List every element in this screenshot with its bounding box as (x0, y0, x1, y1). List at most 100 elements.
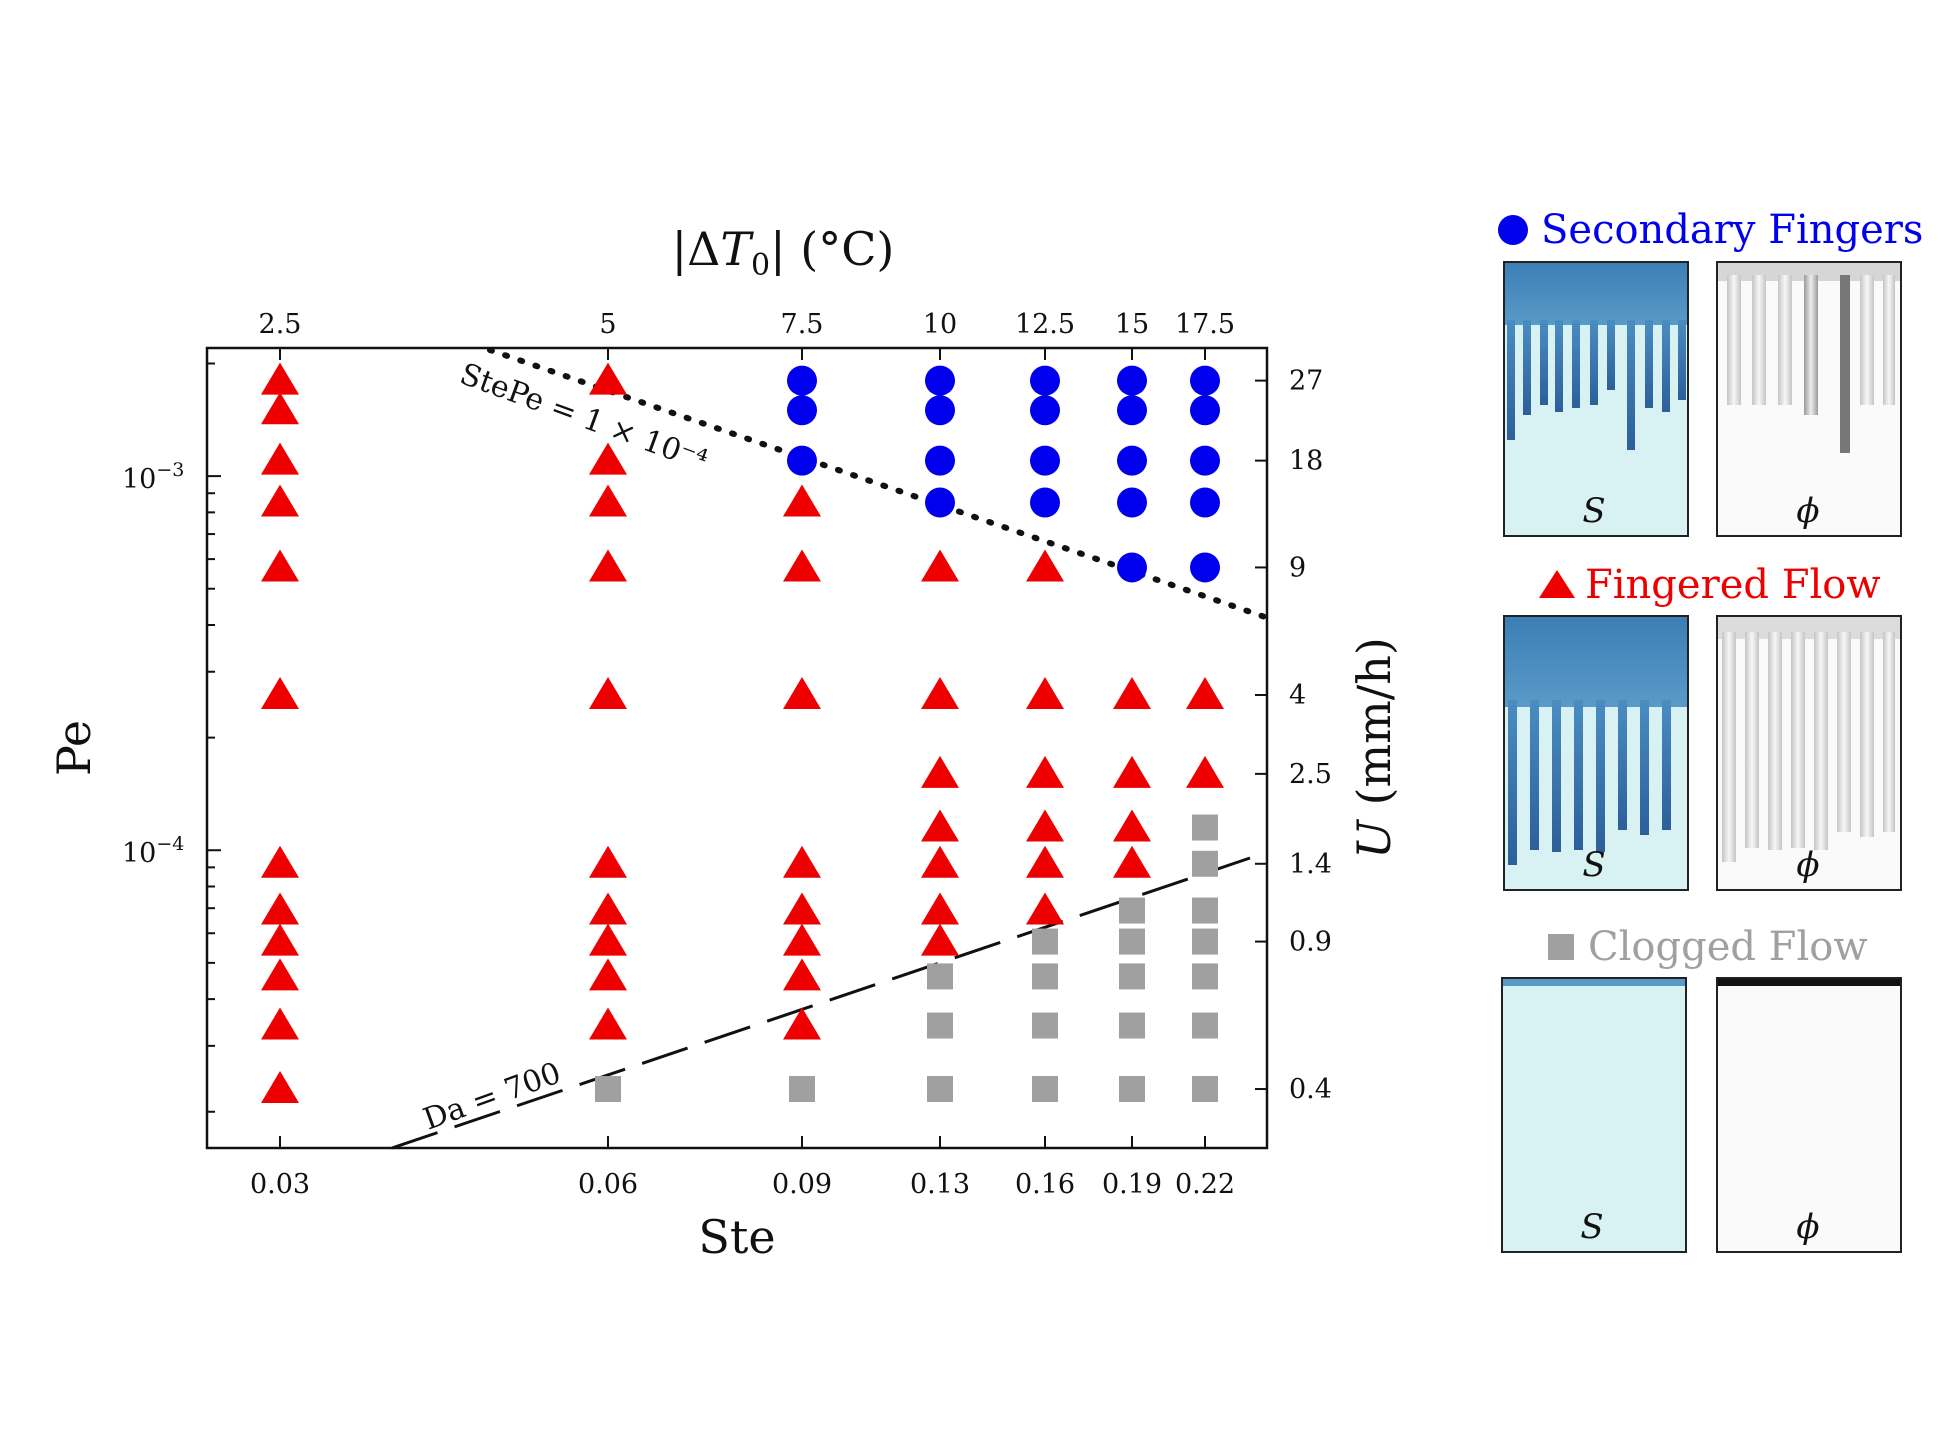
fingered-flow-point (1026, 809, 1064, 842)
data-markers (261, 362, 1224, 1104)
legend-fingered-flow: Fingered Flow (1585, 562, 1881, 608)
clogged-flow-point (1032, 1012, 1058, 1039)
fingered-flow-point (783, 923, 821, 956)
x-tick-label: 0.13 (910, 1169, 970, 1200)
clogged-flow-point (1119, 1076, 1145, 1103)
right-axis-title: U (mm/h) (1347, 637, 1401, 859)
secondary-fingers-point (925, 487, 955, 518)
secondary-fingers-point (787, 395, 817, 426)
clogged-flow-point (927, 1012, 953, 1039)
right-tick-label: 1.4 (1289, 849, 1332, 880)
panel-clogged-saturation: S (1501, 977, 1687, 1253)
secondary-fingers-point (1190, 445, 1220, 476)
fingered-flow-point (589, 892, 627, 925)
fingered-flow-point (261, 442, 299, 475)
fingered-flow-point (261, 958, 299, 991)
panel-label-s: S (1582, 845, 1605, 885)
top-tick-label: 17.5 (1175, 309, 1235, 340)
top-tick-label: 12.5 (1015, 309, 1075, 340)
fingered-flow-point (783, 958, 821, 991)
panel-label-s: S (1582, 491, 1605, 531)
fingered-flow-point (1113, 845, 1151, 878)
secondary-fingers-point (1190, 487, 1220, 518)
right-tick-label: 18 (1289, 446, 1323, 477)
clogged-flow-point (1119, 963, 1145, 990)
clogged-flow-point (1192, 928, 1218, 955)
clogged-flow-point (1032, 963, 1058, 990)
clogged-flow-point (1192, 850, 1218, 877)
fingered-flow-point (783, 845, 821, 878)
fingered-flow-point (921, 809, 959, 842)
top-tick-label: 10 (923, 309, 957, 340)
top-tick-label: 7.5 (781, 309, 824, 340)
fingered-flow-point (589, 549, 627, 582)
fingered-flow-point (261, 484, 299, 517)
clogged-flow-point (1032, 1076, 1058, 1103)
secondary-fingers-point (1030, 395, 1060, 426)
clogged-flow-point (1119, 1012, 1145, 1039)
axis-ticks (207, 348, 1267, 1148)
fingered-flow-point (1026, 549, 1064, 582)
secondary-fingers-point (1117, 487, 1147, 518)
clogged-flow-point (1192, 1012, 1218, 1039)
right-tick-label: 0.9 (1289, 927, 1332, 958)
fingered-flow-point (261, 392, 299, 425)
clogged-flow-point (595, 1076, 621, 1103)
top-tick-labels: 2.5 5 7.5 10 12.5 15 17.5 (259, 309, 1236, 340)
fingered-flow-point (1026, 755, 1064, 788)
clogged-flow-point (1192, 814, 1218, 841)
panel-label-phi: ϕ (1796, 491, 1819, 531)
secondary-fingers-point (925, 445, 955, 476)
fingered-flow-point (921, 923, 959, 956)
fingered-flow-point (261, 676, 299, 709)
x-tick-labels: 0.03 0.06 0.09 0.13 0.16 0.19 0.22 (250, 1169, 1235, 1200)
fingered-flow-point (1026, 892, 1064, 925)
right-tick-label: 2.5 (1289, 759, 1332, 790)
fingered-flow-point (261, 362, 299, 395)
legend-circle-icon (1498, 215, 1528, 245)
fingered-flow-point (589, 1007, 627, 1040)
x-tick-label: 0.09 (772, 1169, 832, 1200)
fingered-flow-point (1113, 809, 1151, 842)
stepe-line-label: StePe = 1 × 10⁻⁴ (455, 357, 712, 479)
fingered-flow-point (921, 755, 959, 788)
secondary-fingers-point (1190, 365, 1220, 396)
fingered-flow-point (261, 1007, 299, 1040)
panel-secondary-saturation: S (1503, 261, 1689, 537)
fingered-flow-point (261, 845, 299, 878)
secondary-fingers-point (925, 395, 955, 426)
legend-triangle-icon (1539, 570, 1575, 598)
da-reference-line (391, 856, 1251, 1150)
right-tick-label: 0.4 (1289, 1074, 1332, 1105)
fingered-flow-point (1026, 676, 1064, 709)
secondary-fingers-point (1117, 395, 1147, 426)
fingered-flow-point (921, 676, 959, 709)
secondary-fingers-point (1030, 365, 1060, 396)
fingered-flow-point (589, 484, 627, 517)
clogged-flow-point (927, 1076, 953, 1103)
fingered-flow-point (921, 892, 959, 925)
fingered-flow-point (589, 923, 627, 956)
secondary-fingers-point (1117, 552, 1147, 583)
legend-square-icon (1548, 934, 1574, 960)
x-tick-label: 0.03 (250, 1169, 310, 1200)
right-tick-labels: 27 18 9 4 2.5 1.4 0.9 0.4 (1289, 366, 1332, 1105)
x-tick-label: 0.06 (578, 1169, 638, 1200)
y-axis-title: Pe (47, 720, 101, 776)
fingered-flow-point (589, 676, 627, 709)
x-tick-label: 0.16 (1015, 1169, 1075, 1200)
fingered-flow-point (783, 1007, 821, 1040)
fingered-flow-point (1186, 755, 1224, 788)
secondary-fingers-point (787, 365, 817, 396)
fingered-flow-point (783, 484, 821, 517)
secondary-fingers-point (787, 445, 817, 476)
legend-secondary-fingers: Secondary Fingers (1541, 207, 1923, 253)
panel-fingered-saturation: S (1503, 615, 1689, 891)
right-tick-label: 9 (1289, 552, 1306, 583)
clogged-flow-point (1192, 897, 1218, 924)
clogged-flow-point (1032, 928, 1058, 955)
y-tick-1e-4: 10−4 (122, 833, 184, 869)
fingered-flow-point (261, 549, 299, 582)
secondary-fingers-point (1190, 552, 1220, 583)
